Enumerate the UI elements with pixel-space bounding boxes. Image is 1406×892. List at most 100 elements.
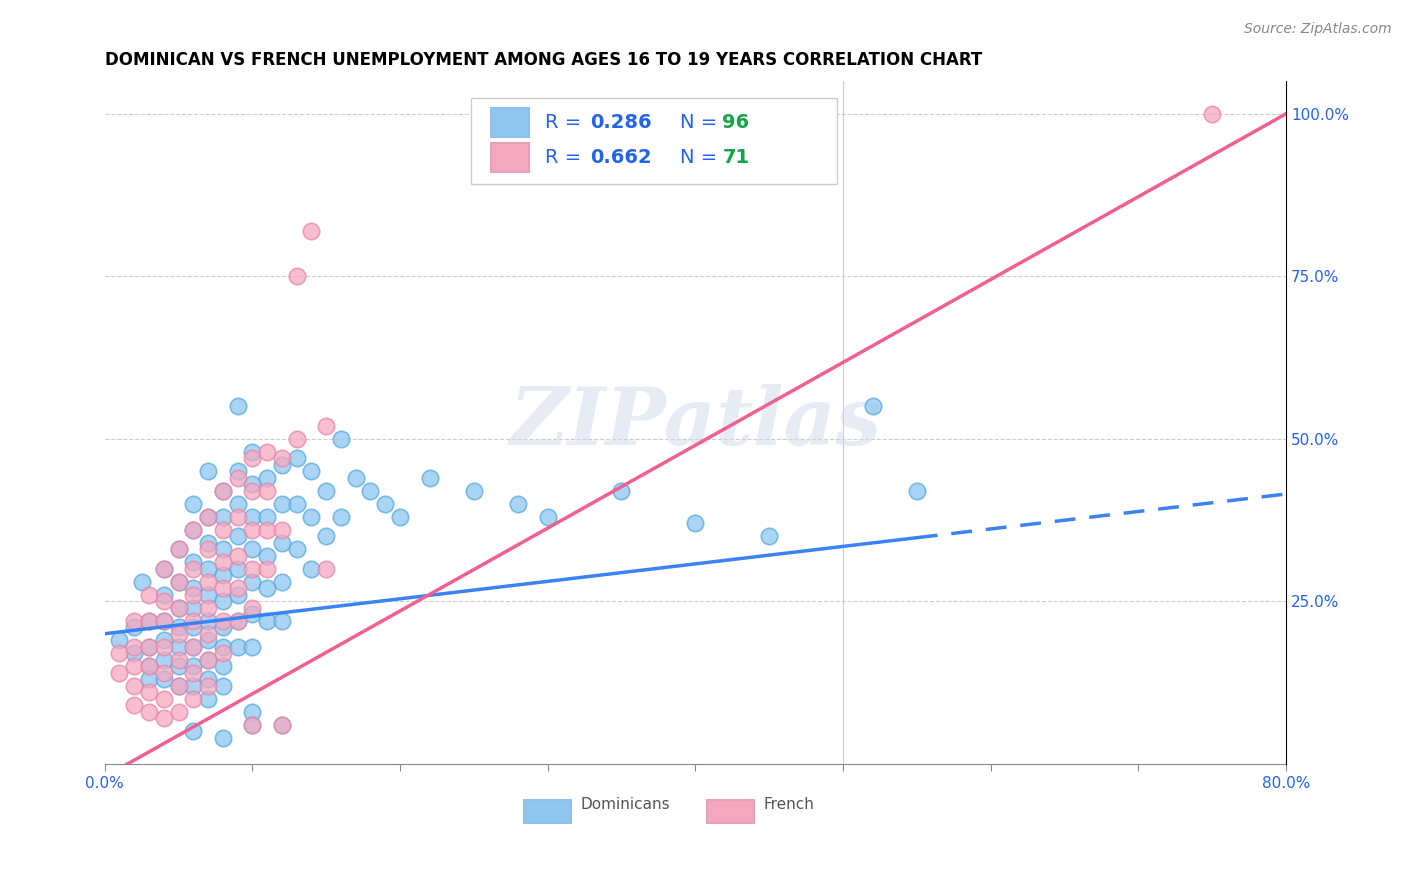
Point	[122, 620, 145, 634]
Text: French: French	[763, 797, 814, 813]
Point	[167, 574, 190, 589]
Point	[197, 633, 219, 648]
Text: N =: N =	[681, 112, 724, 132]
Point	[181, 581, 204, 595]
Point	[758, 529, 780, 543]
Point	[167, 626, 190, 640]
Point	[610, 483, 633, 498]
Point	[197, 672, 219, 686]
Point	[181, 555, 204, 569]
Point	[285, 542, 308, 557]
Point	[256, 509, 278, 524]
Point	[152, 672, 174, 686]
Point	[211, 523, 233, 537]
Point	[138, 614, 160, 628]
Point	[138, 659, 160, 673]
Point	[344, 471, 367, 485]
Point	[181, 679, 204, 693]
Point	[537, 509, 560, 524]
Point	[197, 588, 219, 602]
Point	[181, 691, 204, 706]
Point	[256, 483, 278, 498]
Point	[181, 588, 204, 602]
Point	[181, 665, 204, 680]
Text: Source: ZipAtlas.com: Source: ZipAtlas.com	[1244, 22, 1392, 37]
Point	[211, 640, 233, 654]
Point	[167, 653, 190, 667]
Point	[299, 224, 322, 238]
Point	[197, 509, 219, 524]
Point	[181, 724, 204, 739]
Text: DOMINICAN VS FRENCH UNEMPLOYMENT AMONG AGES 16 TO 19 YEARS CORRELATION CHART: DOMINICAN VS FRENCH UNEMPLOYMENT AMONG A…	[104, 51, 981, 69]
Point	[240, 451, 263, 466]
Point	[240, 574, 263, 589]
Point	[152, 711, 174, 725]
Point	[211, 509, 233, 524]
Point	[167, 542, 190, 557]
Point	[167, 600, 190, 615]
Point	[256, 471, 278, 485]
Point	[181, 659, 204, 673]
Point	[181, 640, 204, 654]
Point	[240, 705, 263, 719]
Point	[138, 588, 160, 602]
Point	[138, 640, 160, 654]
Point	[256, 523, 278, 537]
Point	[122, 646, 145, 660]
Point	[181, 600, 204, 615]
Point	[211, 731, 233, 745]
Point	[270, 717, 292, 731]
Point	[270, 614, 292, 628]
Text: ZIPatlas: ZIPatlas	[509, 384, 882, 461]
Point	[152, 614, 174, 628]
Point	[299, 464, 322, 478]
Point	[240, 640, 263, 654]
Point	[211, 620, 233, 634]
Point	[181, 640, 204, 654]
Point	[122, 614, 145, 628]
Point	[167, 574, 190, 589]
Point	[138, 705, 160, 719]
Text: R =: R =	[546, 148, 588, 168]
Point	[315, 418, 337, 433]
Point	[329, 432, 352, 446]
Point	[256, 581, 278, 595]
Point	[256, 614, 278, 628]
Point	[131, 574, 153, 589]
Point	[181, 497, 204, 511]
Point	[240, 483, 263, 498]
FancyBboxPatch shape	[707, 800, 755, 823]
Point	[197, 614, 219, 628]
Point	[270, 451, 292, 466]
Point	[197, 600, 219, 615]
Point	[905, 483, 928, 498]
Point	[152, 614, 174, 628]
Point	[256, 444, 278, 458]
Point	[315, 562, 337, 576]
Point	[181, 620, 204, 634]
Point	[138, 685, 160, 699]
Point	[285, 432, 308, 446]
Point	[138, 672, 160, 686]
Point	[152, 562, 174, 576]
Point	[463, 483, 485, 498]
Point	[240, 600, 263, 615]
Point	[685, 516, 707, 531]
Point	[211, 555, 233, 569]
Point	[122, 659, 145, 673]
Point	[181, 562, 204, 576]
Text: 71: 71	[723, 148, 749, 168]
Point	[152, 665, 174, 680]
Point	[197, 691, 219, 706]
Point	[108, 646, 131, 660]
Point	[211, 581, 233, 595]
Point	[226, 562, 249, 576]
Point	[226, 471, 249, 485]
Point	[181, 523, 204, 537]
Point	[138, 659, 160, 673]
Point	[285, 497, 308, 511]
Text: R =: R =	[546, 112, 588, 132]
Point	[329, 509, 352, 524]
Text: Dominicans: Dominicans	[581, 797, 671, 813]
FancyBboxPatch shape	[471, 98, 837, 184]
